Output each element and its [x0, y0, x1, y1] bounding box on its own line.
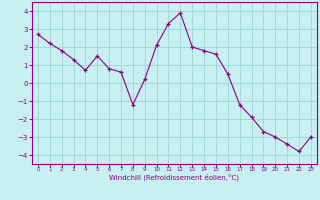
X-axis label: Windchill (Refroidissement éolien,°C): Windchill (Refroidissement éolien,°C)	[109, 174, 239, 181]
